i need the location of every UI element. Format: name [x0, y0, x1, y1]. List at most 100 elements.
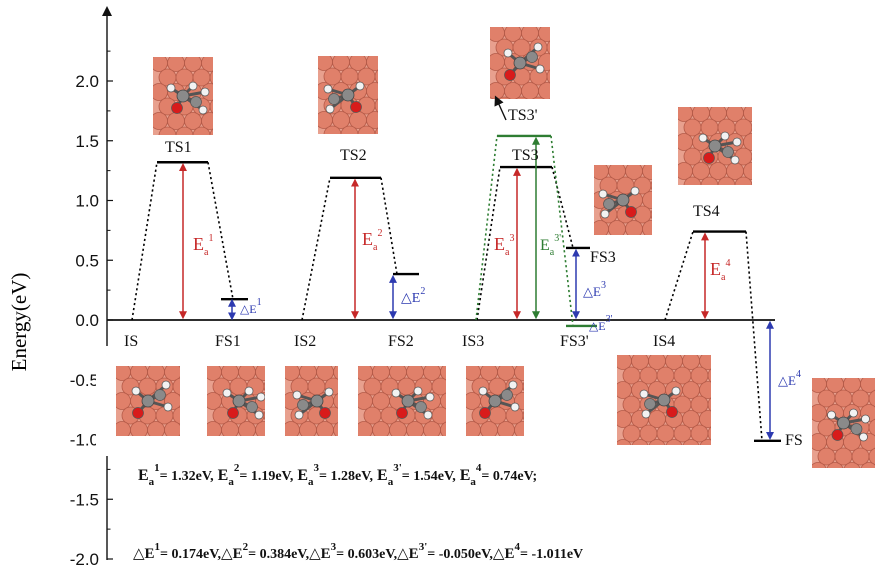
carbon-atom	[401, 394, 415, 408]
surface-atom	[700, 118, 719, 137]
surface-atom	[614, 352, 632, 370]
surface-atom	[622, 366, 641, 385]
surface-atom	[316, 421, 334, 439]
carbon-atom	[501, 389, 513, 401]
surface-atom	[690, 395, 709, 414]
hydrogen-atom	[630, 186, 640, 196]
surface-atom	[734, 118, 753, 137]
label-fs1: FS1	[215, 333, 241, 350]
surface-atom	[406, 363, 424, 381]
hydrogen-atom	[641, 409, 651, 419]
y-tick-label: -1.5	[70, 490, 99, 509]
carbon-atom	[603, 198, 615, 210]
carbon-atom	[722, 146, 734, 158]
y-axis: 2.0 1.5 1.0 0.5 0.0 -0.5 -1.0 -1.5 -2.0	[70, 6, 113, 566]
y-tick-label: -2.0	[70, 550, 99, 566]
surface-atom	[633, 205, 652, 224]
hydrogen-atom	[508, 380, 518, 390]
surface-atom	[675, 162, 693, 180]
surface-atom	[315, 53, 333, 71]
carbon-atom	[644, 398, 656, 410]
surface-atom	[463, 363, 481, 381]
carbon-atom	[328, 93, 340, 105]
surface-atom	[380, 406, 399, 425]
surface-atom	[167, 112, 185, 130]
label-de4: △E4	[778, 369, 801, 388]
surface-atom	[504, 24, 522, 42]
oxygen-atom	[504, 69, 516, 81]
carbon-atom	[190, 96, 202, 108]
surface-atom	[608, 220, 626, 238]
carbon-atom	[154, 389, 166, 401]
label-ts3-prime: TS3'	[508, 107, 538, 124]
state-labels: TS1 FS1 IS IS2 TS2 FS2 IS3 TS3 TS3' FS3 FS3' IS4 TS4…	[124, 107, 803, 449]
surface-atom	[726, 162, 744, 180]
surface-atom	[480, 363, 498, 381]
label-ts2: TS2	[340, 147, 367, 164]
surface-atom	[665, 352, 683, 370]
surface-atom	[463, 421, 481, 439]
surface-atom	[868, 447, 875, 466]
surface-atom	[851, 447, 870, 466]
hydrogen-atom	[510, 402, 520, 412]
hydrogen-atom	[730, 155, 740, 165]
surface-atom	[372, 421, 390, 439]
surface-atom	[316, 363, 334, 381]
surface-atom	[614, 410, 632, 428]
label-fs3: FS3	[590, 249, 616, 266]
label-ea3-prime: Ea3'	[540, 233, 561, 258]
surface-atom	[726, 104, 744, 122]
hydrogen-atom	[163, 402, 173, 412]
hydrogen-atom	[355, 81, 365, 91]
hydrogen-atom	[294, 410, 304, 420]
surface-atom	[113, 363, 131, 381]
surface-atom	[625, 220, 643, 238]
label-ts4: TS4	[693, 203, 720, 220]
surface-atom	[363, 406, 382, 425]
surface-atom	[130, 421, 148, 439]
surface-atom	[834, 389, 853, 408]
surface-atom	[683, 147, 702, 166]
carbon-atom	[232, 394, 246, 408]
fs3-structure	[574, 145, 672, 255]
surface-atom	[150, 112, 168, 130]
surface-atom	[423, 421, 441, 439]
surface-atom	[204, 421, 222, 439]
label-ea3: Ea3	[494, 233, 514, 258]
surface-atom	[675, 104, 693, 122]
surface-atom	[349, 111, 367, 129]
surface-atom	[625, 162, 643, 180]
hydrogen-atom	[423, 410, 433, 420]
surface-atom	[497, 421, 515, 439]
carbon-atom	[415, 401, 427, 413]
label-de3: △E3	[583, 280, 606, 299]
surface-atom	[639, 366, 658, 385]
surface-atom	[591, 220, 609, 238]
y-tick-label: 1.0	[75, 192, 99, 211]
surface-atom	[809, 375, 827, 393]
surface-atom	[639, 424, 658, 443]
surface-atom	[113, 421, 131, 439]
oxygen-atom	[396, 407, 408, 419]
surface-atom	[487, 53, 505, 71]
surface-atom	[212, 406, 231, 425]
hydrogen-atom	[859, 432, 868, 442]
hydrogen-atom	[639, 389, 649, 399]
surface-atom	[349, 53, 367, 71]
oxygen-atom	[171, 102, 183, 114]
label-fs3-prime: FS3'	[560, 333, 589, 350]
surface-atom	[614, 381, 632, 399]
path2-fall	[380, 177, 398, 275]
surface-atom	[504, 82, 522, 100]
path3-prime-fall	[550, 135, 574, 327]
hydrogen-atom	[732, 137, 742, 147]
surface-atom	[355, 421, 373, 439]
inset-frame	[298, 36, 398, 154]
hydrogen-atom	[503, 48, 513, 58]
carbon-atom	[837, 416, 850, 430]
oxygen-atom	[227, 407, 239, 419]
surface-atom	[673, 366, 692, 385]
surface-atom	[843, 375, 861, 393]
molecule-structure-images	[96, 7, 875, 488]
